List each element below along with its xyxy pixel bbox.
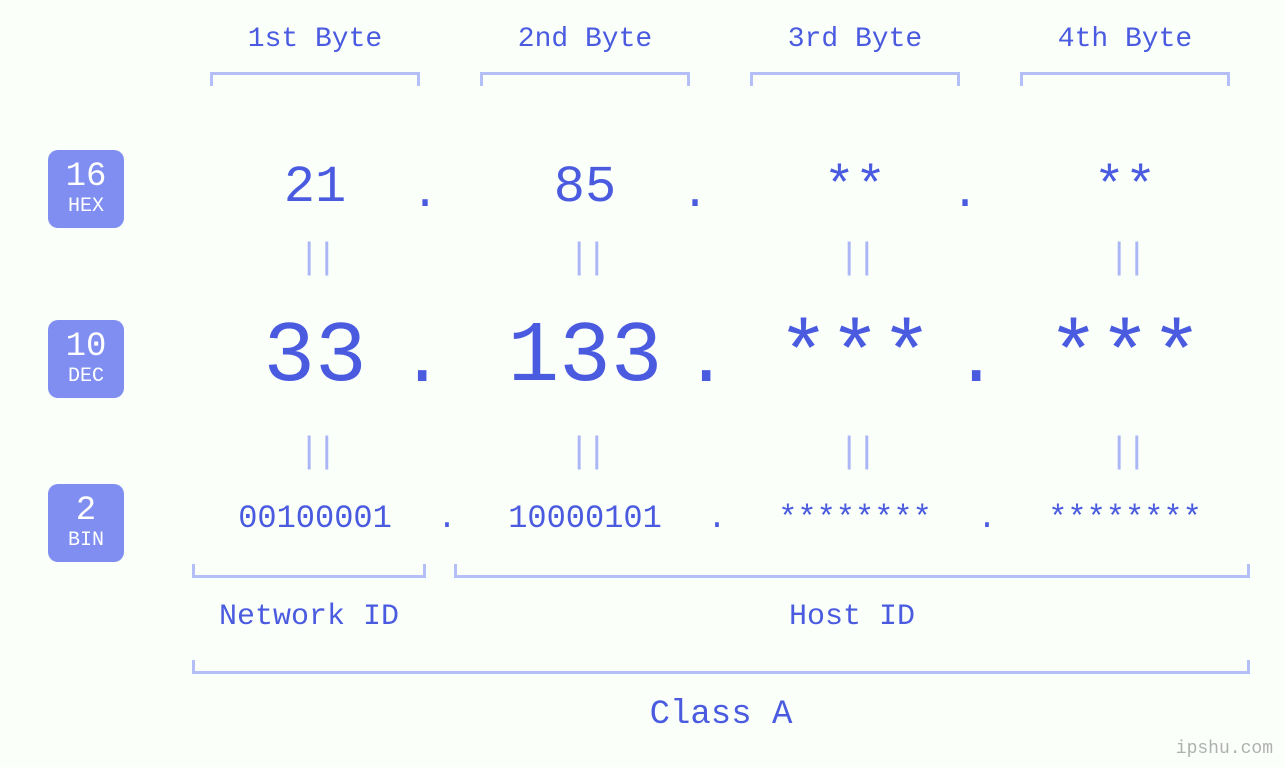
dec-dot-1: . — [400, 320, 430, 404]
bin-val-2: 10000101 — [450, 500, 720, 537]
bin-dot-3: . — [972, 500, 1002, 537]
hex-val-3: ** — [730, 158, 980, 217]
dec-dot-3: . — [954, 320, 984, 404]
bracket-top-3 — [750, 72, 960, 86]
bracket-network — [192, 564, 426, 578]
eq-dec-bin-3: || — [836, 432, 876, 473]
hex-val-4: ** — [1000, 158, 1250, 217]
bracket-top-1 — [210, 72, 420, 86]
bracket-host — [454, 564, 1250, 578]
label-network-id: Network ID — [192, 600, 426, 634]
bin-val-1: 00100001 — [180, 500, 450, 537]
dec-val-2: 133 — [460, 308, 710, 406]
hex-dot-3: . — [950, 168, 980, 220]
badge-hex-txt: HEX — [68, 196, 104, 218]
badge-dec-num: 10 — [66, 330, 107, 364]
bracket-class — [192, 660, 1250, 674]
hex-dot-1: . — [410, 168, 440, 220]
hex-val-1: 21 — [190, 158, 440, 217]
badge-dec: 10 DEC — [48, 320, 124, 398]
watermark: ipshu.com — [1176, 739, 1273, 759]
dec-val-3: *** — [730, 308, 980, 406]
badge-hex: 16 HEX — [48, 150, 124, 228]
label-host-id: Host ID — [454, 600, 1250, 634]
badge-hex-num: 16 — [66, 160, 107, 194]
bin-val-4: ******** — [990, 500, 1260, 537]
badge-bin-num: 2 — [76, 494, 96, 528]
badge-bin: 2 BIN — [48, 484, 124, 562]
byte-header-2: 2nd Byte — [460, 24, 710, 55]
hex-dot-2: . — [680, 168, 710, 220]
eq-dec-bin-4: || — [1106, 432, 1146, 473]
eq-hex-dec-2: || — [566, 238, 606, 279]
byte-header-4: 4th Byte — [1000, 24, 1250, 55]
bracket-top-2 — [480, 72, 690, 86]
bin-dot-2: . — [702, 500, 732, 537]
bracket-top-4 — [1020, 72, 1230, 86]
eq-dec-bin-2: || — [566, 432, 606, 473]
byte-header-3: 3rd Byte — [730, 24, 980, 55]
byte-header-1: 1st Byte — [190, 24, 440, 55]
dec-val-4: *** — [1000, 308, 1250, 406]
eq-hex-dec-1: || — [296, 238, 336, 279]
eq-hex-dec-3: || — [836, 238, 876, 279]
eq-dec-bin-1: || — [296, 432, 336, 473]
eq-hex-dec-4: || — [1106, 238, 1146, 279]
bin-val-3: ******** — [720, 500, 990, 537]
bin-dot-1: . — [432, 500, 462, 537]
label-class: Class A — [192, 696, 1250, 734]
badge-bin-txt: BIN — [68, 530, 104, 552]
badge-dec-txt: DEC — [68, 366, 104, 388]
hex-val-2: 85 — [460, 158, 710, 217]
dec-dot-2: . — [684, 320, 714, 404]
